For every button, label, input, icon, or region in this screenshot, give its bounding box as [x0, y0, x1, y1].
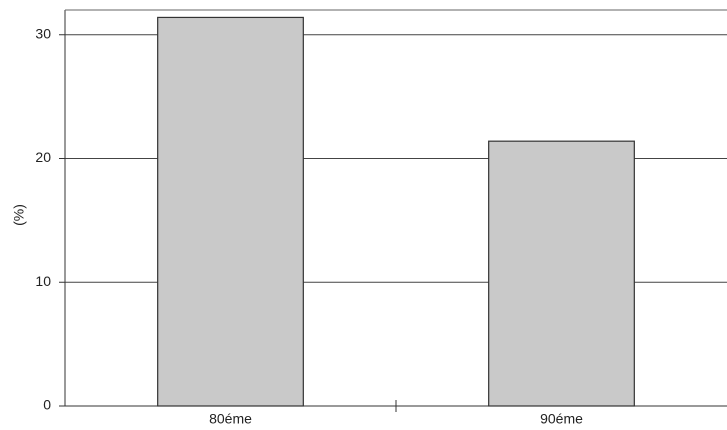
- y-tick-label: 10: [35, 273, 51, 289]
- x-tick-label: 90éme: [540, 411, 583, 427]
- bar: [488, 140, 635, 407]
- y-axis-label: (%): [11, 204, 27, 226]
- x-tick-label: 80éme: [209, 411, 252, 427]
- y-tick-label: 30: [35, 25, 51, 41]
- bar: [157, 16, 304, 407]
- y-tick-label: 0: [43, 397, 51, 413]
- y-tick-label: 20: [35, 149, 51, 165]
